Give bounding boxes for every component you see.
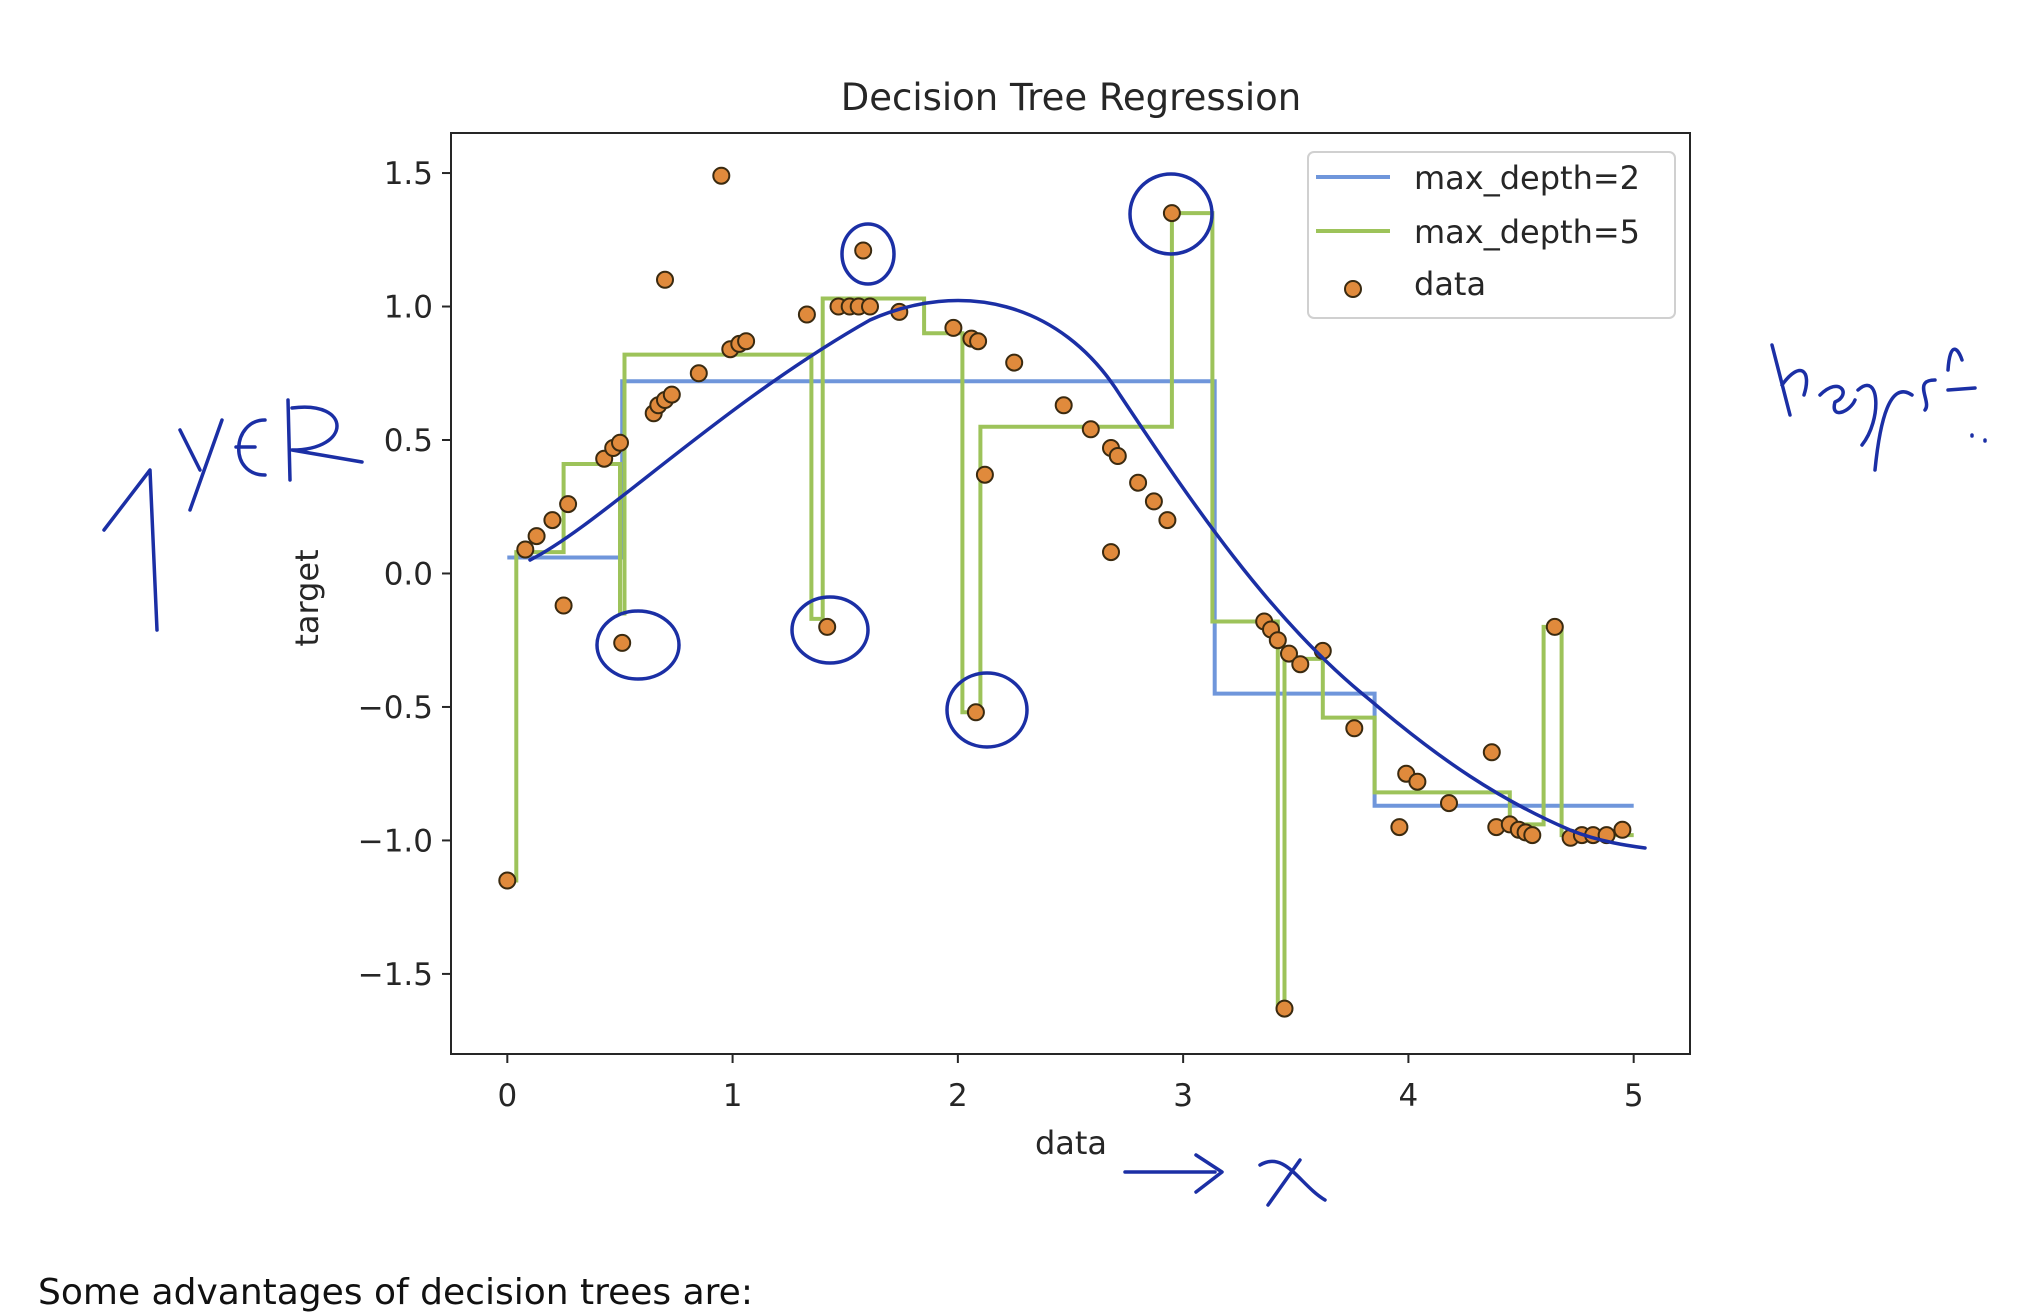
data-point [1102,543,1120,562]
data-point [1162,204,1181,223]
legend-label-max-depth-2: max_depth=2 [1414,159,1640,197]
x-axis-label: data [1035,1124,1107,1162]
data-point [1390,818,1409,837]
data-point [1280,644,1298,663]
data-point [543,511,562,530]
data-point [966,703,985,722]
x-tick-label: 0 [497,1078,517,1114]
handwritten-annotations [102,172,1987,1207]
data-point [516,540,535,559]
data-point [1129,473,1148,492]
circle-outlier-5 [1128,172,1214,256]
data-point [1054,396,1073,415]
y-tick-label: −1.5 [358,957,433,993]
y-axis-label: target [288,549,326,646]
data-point [861,297,879,316]
data-point [1144,492,1163,511]
data-point [1275,999,1294,1018]
circle-outlier-3 [840,222,896,286]
y-tick-label: −1.0 [358,823,433,859]
chart-title: Decision Tree Regression [841,76,1302,119]
circle-outlier-4 [945,671,1029,749]
x-tick-label: 2 [948,1078,968,1114]
data-point [1081,420,1100,439]
data-point [689,364,708,383]
hand-drawn-curve [528,298,1647,850]
legend-label-max-depth-5: max_depth=5 [1414,213,1640,251]
data-point [737,332,756,351]
data-point [613,633,632,652]
data-point [1440,794,1458,813]
data-point [1268,631,1287,650]
data-point [1613,820,1632,839]
axis-ticks: 0 1 2 3 4 5 −1.5 −1.0 −0.5 0.0 0.5 1.0 1.5 [358,156,1644,1114]
data-point [1108,447,1127,465]
data-point [662,385,681,404]
data-point [1005,353,1024,372]
data-point [975,465,994,484]
hand-arrow-x [1123,1153,1327,1207]
x-tick-label: 1 [723,1078,743,1114]
data-point [712,166,731,185]
data-point [1408,772,1427,791]
circle-outlier-2 [790,595,870,665]
y-tick-label: 0.0 [384,556,433,592]
data-point [969,332,988,351]
data-point [797,305,816,324]
data-point [559,495,578,514]
data-point [611,433,629,452]
x-tick-label: 4 [1399,1078,1419,1114]
hand-arrow-up [102,468,159,632]
data-point [1291,655,1310,674]
data-point [1482,743,1501,762]
legend-box [1307,151,1676,319]
y-tick-label: 1.5 [384,156,433,192]
hand-text-y-label [178,398,364,512]
data-point [656,270,674,289]
data-point [818,617,837,636]
circle-outlier-1 [595,609,681,681]
y-tick-label: 0.5 [384,423,433,459]
x-tick-label: 3 [1173,1078,1193,1114]
legend: max_depth=2 max_depth=5 data [1307,151,1676,319]
y-tick-label: 1.0 [384,290,433,326]
x-tick-label: 5 [1624,1078,1644,1114]
legend-label-data: data [1414,265,1486,303]
data-point [527,527,546,546]
data-point [1158,511,1177,530]
data-point [554,596,573,615]
hand-text-regression [1770,343,1987,472]
plot-points [498,166,1632,1018]
legend-swatch-data [1344,280,1362,298]
data-point [944,318,963,337]
data-point [498,871,517,890]
data-point [854,241,873,260]
data-point [1545,617,1564,636]
y-tick-label: −0.5 [358,690,433,726]
data-point [1523,826,1542,845]
data-point [1345,719,1364,738]
caption-text: Some advantages of decision trees are: [38,1272,753,1313]
